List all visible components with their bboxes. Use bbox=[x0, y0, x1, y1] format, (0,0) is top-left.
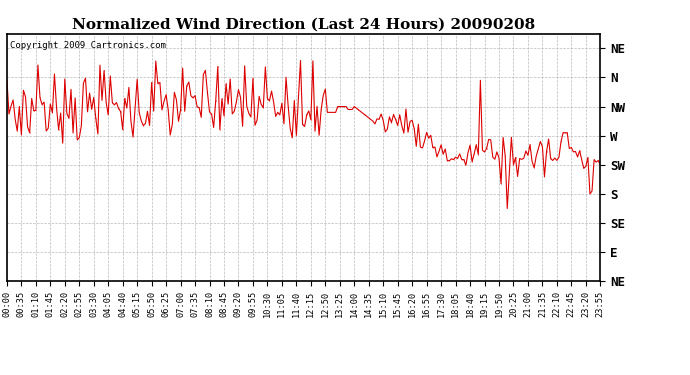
Text: Copyright 2009 Cartronics.com: Copyright 2009 Cartronics.com bbox=[10, 41, 166, 50]
Title: Normalized Wind Direction (Last 24 Hours) 20090208: Normalized Wind Direction (Last 24 Hours… bbox=[72, 17, 535, 31]
